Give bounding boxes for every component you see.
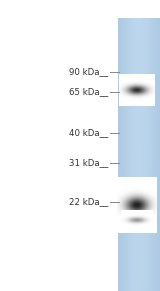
- Text: 90 kDa__: 90 kDa__: [69, 68, 108, 77]
- Text: 65 kDa__: 65 kDa__: [69, 88, 108, 97]
- Text: 31 kDa__: 31 kDa__: [69, 159, 108, 168]
- Text: 40 kDa__: 40 kDa__: [69, 129, 108, 138]
- Text: 22 kDa__: 22 kDa__: [69, 198, 108, 207]
